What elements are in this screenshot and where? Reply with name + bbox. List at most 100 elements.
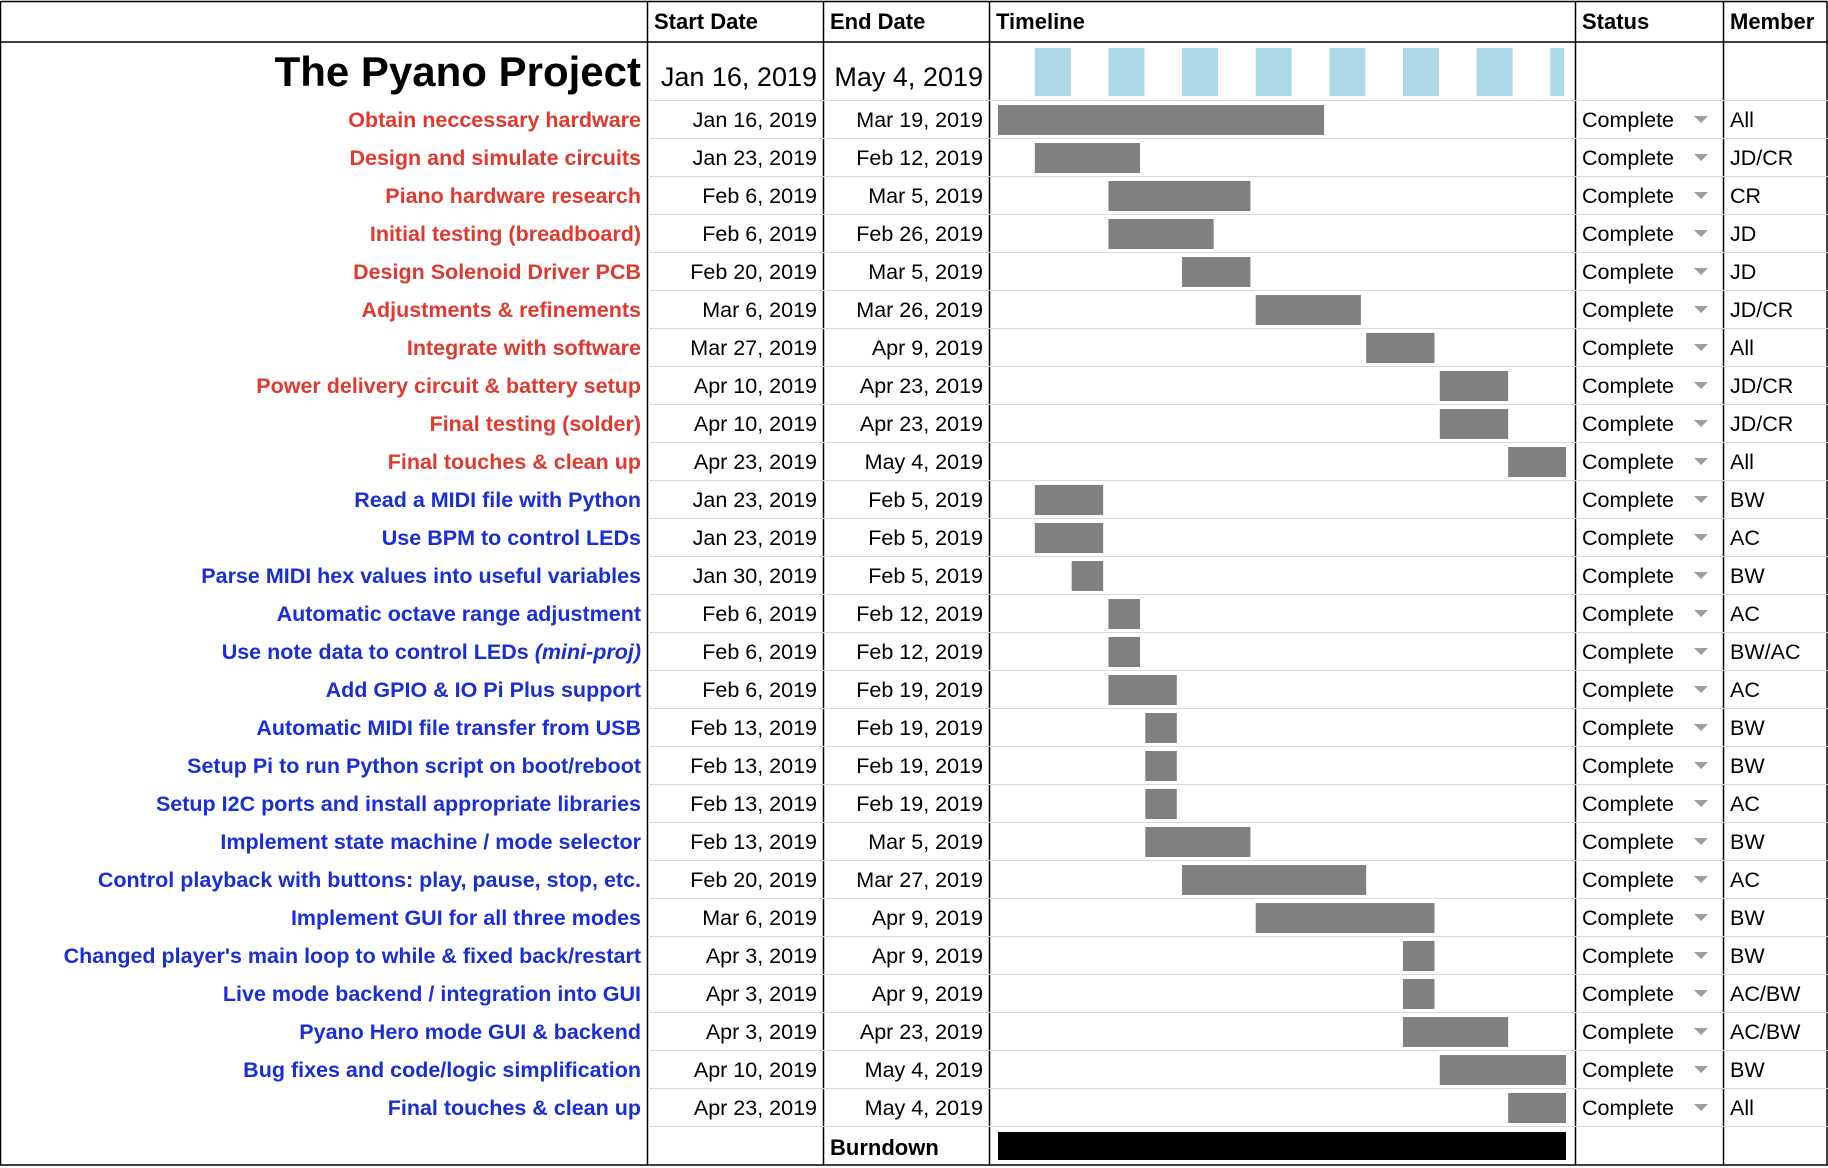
task-name[interactable]: Changed player's main loop to while & fi… — [0, 937, 647, 975]
chevron-down-icon[interactable] — [1694, 1066, 1708, 1073]
chevron-down-icon[interactable] — [1694, 458, 1708, 465]
task-member[interactable]: BW — [1730, 487, 1765, 512]
task-start-date[interactable]: Jan 16, 2019 — [692, 107, 817, 132]
chevron-down-icon[interactable] — [1694, 572, 1708, 579]
task-member[interactable]: BW — [1730, 943, 1765, 968]
task-start-date[interactable]: Feb 20, 2019 — [690, 259, 817, 284]
chevron-down-icon[interactable] — [1694, 686, 1708, 693]
task-name[interactable]: Integrate with software — [0, 329, 647, 367]
task-start-date[interactable]: Jan 30, 2019 — [692, 563, 817, 588]
chevron-down-icon[interactable] — [1694, 306, 1708, 313]
chevron-down-icon[interactable] — [1694, 420, 1708, 427]
task-member[interactable]: AC — [1730, 867, 1760, 892]
status-dropdown[interactable]: Complete — [1582, 981, 1675, 1006]
chevron-down-icon[interactable] — [1694, 762, 1708, 769]
header-member[interactable]: Member — [1730, 9, 1815, 34]
header-start-date[interactable]: Start Date — [654, 9, 758, 34]
task-name[interactable]: Obtain neccessary hardware — [0, 101, 647, 139]
task-end-date[interactable]: Feb 12, 2019 — [856, 145, 983, 170]
task-member[interactable]: All — [1730, 335, 1754, 360]
task-start-date[interactable]: Jan 23, 2019 — [692, 487, 817, 512]
task-start-date[interactable]: Feb 6, 2019 — [702, 601, 817, 626]
chevron-down-icon[interactable] — [1694, 724, 1708, 731]
task-end-date[interactable]: Apr 23, 2019 — [859, 411, 983, 436]
chevron-down-icon[interactable] — [1694, 1104, 1708, 1111]
chevron-down-icon[interactable] — [1694, 914, 1708, 921]
status-dropdown[interactable]: Complete — [1582, 145, 1675, 170]
task-end-date[interactable]: Apr 23, 2019 — [859, 1019, 983, 1044]
status-dropdown[interactable]: Complete — [1582, 753, 1675, 778]
task-member[interactable]: AC — [1730, 525, 1760, 550]
task-start-date[interactable]: Feb 20, 2019 — [690, 867, 817, 892]
header-end-date[interactable]: End Date — [830, 9, 926, 34]
task-name[interactable]: Add GPIO & IO Pi Plus support — [0, 671, 647, 709]
status-dropdown[interactable]: Complete — [1582, 943, 1675, 968]
chevron-down-icon[interactable] — [1694, 382, 1708, 389]
task-member[interactable]: JD/CR — [1730, 411, 1794, 436]
task-name[interactable]: Final touches & clean up — [0, 443, 647, 481]
task-member[interactable]: AC — [1730, 677, 1760, 702]
task-member[interactable]: AC/BW — [1730, 981, 1801, 1006]
task-end-date[interactable]: Feb 5, 2019 — [868, 563, 983, 588]
task-name[interactable]: Automatic MIDI file transfer from USB — [0, 709, 647, 747]
task-start-date[interactable]: Apr 10, 2019 — [693, 373, 817, 398]
task-start-date[interactable]: Apr 3, 2019 — [705, 981, 817, 1006]
status-dropdown[interactable]: Complete — [1582, 373, 1675, 398]
chevron-down-icon[interactable] — [1694, 838, 1708, 845]
chevron-down-icon[interactable] — [1694, 990, 1708, 997]
task-member[interactable]: JD — [1730, 221, 1757, 246]
status-dropdown[interactable]: Complete — [1582, 259, 1675, 284]
task-end-date[interactable]: Apr 9, 2019 — [871, 981, 983, 1006]
task-member[interactable]: CR — [1730, 183, 1762, 208]
chevron-down-icon[interactable] — [1694, 154, 1708, 161]
task-start-date[interactable]: Feb 13, 2019 — [690, 753, 817, 778]
task-member[interactable]: BW — [1730, 753, 1765, 778]
task-member[interactable]: BW — [1730, 905, 1765, 930]
task-end-date[interactable]: Mar 5, 2019 — [868, 829, 983, 854]
task-start-date[interactable]: Apr 23, 2019 — [693, 449, 817, 474]
task-name[interactable]: Use note data to control LEDs (mini-proj… — [0, 633, 647, 671]
chevron-down-icon[interactable] — [1694, 344, 1708, 351]
status-dropdown[interactable]: Complete — [1582, 335, 1675, 360]
status-dropdown[interactable]: Complete — [1582, 715, 1675, 740]
task-start-date[interactable]: Feb 13, 2019 — [690, 791, 817, 816]
project-start-date[interactable]: Jan 16, 2019 — [660, 61, 817, 92]
status-dropdown[interactable]: Complete — [1582, 449, 1675, 474]
task-name[interactable]: Implement GUI for all three modes — [0, 899, 647, 937]
task-name[interactable]: Final touches & clean up — [0, 1089, 647, 1127]
status-dropdown[interactable]: Complete — [1582, 107, 1675, 132]
task-member[interactable]: All — [1730, 107, 1754, 132]
task-member[interactable]: BW — [1730, 715, 1765, 740]
task-name[interactable]: Use BPM to control LEDs — [0, 519, 647, 557]
task-end-date[interactable]: May 4, 2019 — [864, 449, 983, 474]
chevron-down-icon[interactable] — [1694, 1028, 1708, 1035]
task-end-date[interactable]: Mar 27, 2019 — [856, 867, 983, 892]
task-member[interactable]: BW — [1730, 1057, 1765, 1082]
task-end-date[interactable]: Mar 19, 2019 — [856, 107, 983, 132]
task-member[interactable]: AC — [1730, 601, 1760, 626]
task-end-date[interactable]: May 4, 2019 — [864, 1057, 983, 1082]
task-member[interactable]: AC/BW — [1730, 1019, 1801, 1044]
task-name[interactable]: Pyano Hero mode GUI & backend — [0, 1013, 647, 1051]
status-dropdown[interactable]: Complete — [1582, 1095, 1675, 1120]
task-name[interactable]: Implement state machine / mode selector — [0, 823, 647, 861]
task-start-date[interactable]: Feb 6, 2019 — [702, 677, 817, 702]
chevron-down-icon[interactable] — [1694, 192, 1708, 199]
project-end-date[interactable]: May 4, 2019 — [834, 61, 983, 92]
task-start-date[interactable]: Feb 6, 2019 — [702, 639, 817, 664]
task-start-date[interactable]: Apr 23, 2019 — [693, 1095, 817, 1120]
task-end-date[interactable]: Feb 12, 2019 — [856, 601, 983, 626]
chevron-down-icon[interactable] — [1694, 230, 1708, 237]
status-dropdown[interactable]: Complete — [1582, 677, 1675, 702]
status-dropdown[interactable]: Complete — [1582, 829, 1675, 854]
task-name[interactable]: Live mode backend / integration into GUI — [0, 975, 647, 1013]
task-start-date[interactable]: Feb 13, 2019 — [690, 829, 817, 854]
status-dropdown[interactable]: Complete — [1582, 487, 1675, 512]
task-name[interactable]: Automatic octave range adjustment — [0, 595, 647, 633]
chevron-down-icon[interactable] — [1694, 610, 1708, 617]
header-task[interactable] — [0, 2, 647, 42]
status-dropdown[interactable]: Complete — [1582, 791, 1675, 816]
task-end-date[interactable]: Mar 26, 2019 — [856, 297, 983, 322]
task-name[interactable]: Initial testing (breadboard) — [0, 215, 647, 253]
chevron-down-icon[interactable] — [1694, 268, 1708, 275]
